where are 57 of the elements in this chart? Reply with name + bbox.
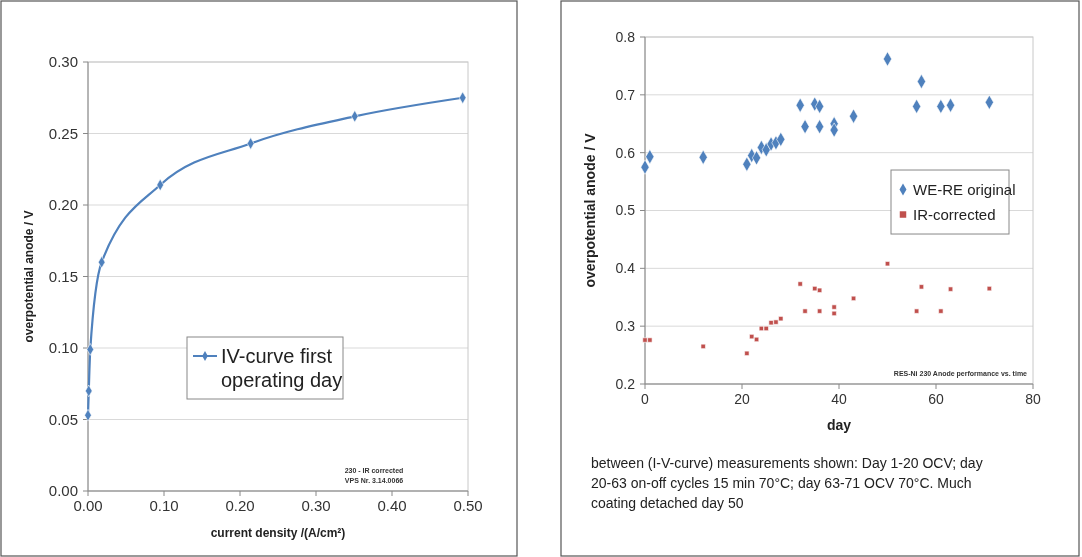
- x-tick-label: 60: [928, 391, 944, 407]
- y-tick-label: 0.00: [48, 482, 78, 500]
- x-tick-label: 0.00: [73, 497, 103, 514]
- y-tick-label: 0.10: [48, 339, 78, 357]
- y-tick-label: 0.8: [615, 28, 636, 45]
- y-tick-label: 0.05: [48, 410, 78, 428]
- point: [642, 337, 648, 343]
- point: [914, 308, 920, 314]
- legend-label: IR-corrected: [913, 205, 996, 223]
- x-tick-label: 40: [831, 391, 847, 407]
- point: [812, 286, 818, 292]
- point: [744, 350, 750, 356]
- legend-label: IV-curve first operating day: [221, 345, 343, 391]
- x-tick-label: 20: [734, 391, 750, 407]
- x-axis-title: current density /(A/cm²): [210, 526, 346, 540]
- y-tick-label: 0.2: [615, 375, 636, 392]
- x-tick-label: 0.10: [149, 497, 179, 514]
- x-tick-label: 0.50: [453, 497, 483, 514]
- point: [817, 308, 823, 314]
- x-tick-label: 80: [1025, 391, 1041, 407]
- point: [647, 337, 653, 343]
- point: [797, 281, 803, 287]
- point: [754, 336, 760, 342]
- y-tick-label: 0.4: [615, 260, 636, 277]
- point: [938, 308, 944, 314]
- y-tick-label: 0.5: [615, 202, 636, 219]
- point: [918, 284, 924, 290]
- point: [700, 343, 706, 349]
- point: [831, 310, 837, 316]
- point: [768, 320, 774, 326]
- text: between (I-V-curve) measurements shown: Day 1-20 OCV; day 20-63 on-off cycles 15 min 70°C; day 63-71 OCV 70°C. Much coating detached day 50: [591, 455, 983, 511]
- x-tick-label: 0.20: [225, 497, 255, 514]
- point: [778, 316, 784, 322]
- point: [851, 295, 857, 301]
- y-tick-label: 0.30: [48, 53, 78, 71]
- point: [749, 334, 755, 340]
- y-tick-label: 0.15: [48, 267, 78, 285]
- point: [773, 319, 779, 325]
- y-tick-label: 0.3: [615, 318, 636, 335]
- point: [884, 261, 891, 267]
- legend-label: WE-RE original: [913, 180, 1016, 198]
- x-tick-label: 0: [641, 391, 650, 407]
- point: [986, 286, 992, 292]
- y-tick-label: 0.7: [615, 86, 636, 103]
- x-tick-label: 0.40: [377, 497, 407, 514]
- point: [817, 287, 823, 293]
- point: [802, 308, 808, 314]
- y-tick-label: 0.25: [48, 124, 78, 142]
- point: [763, 325, 769, 332]
- x-tick-label: 0.30: [301, 497, 331, 514]
- y-tick-label: 0.6: [615, 144, 636, 161]
- point: [948, 286, 954, 292]
- y-axis-title: overpotential anode / V: [582, 132, 598, 288]
- point: [831, 304, 837, 310]
- y-tick-label: 0.20: [48, 196, 78, 214]
- x-axis-title: day: [826, 417, 852, 433]
- y-axis-title: overpotential anode / V: [22, 210, 36, 343]
